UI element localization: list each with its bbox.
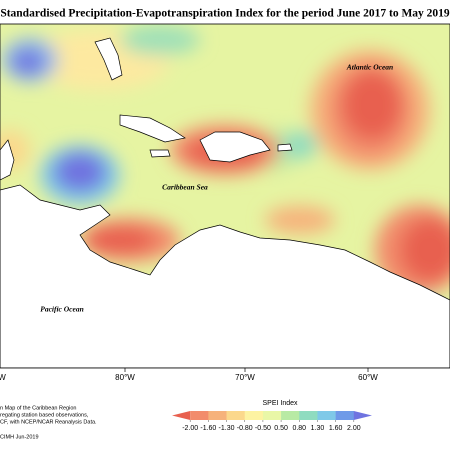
place-label: Caribbean Sea: [162, 183, 208, 192]
legend-tick-label: 1.60: [329, 425, 343, 432]
legend-tick-label: 0.80: [292, 425, 306, 432]
legend-swatch: [190, 411, 209, 420]
legend-tick-label: -0.50: [255, 425, 271, 432]
land: [0, 37, 450, 368]
legend-swatch: [353, 411, 372, 420]
legend-swatch: [335, 411, 355, 420]
legend-swatch: [226, 411, 246, 420]
legend-swatch: [281, 411, 300, 420]
legend-swatch: [299, 411, 318, 420]
note: CF, with NCEP/NCAR Reanalysis Data.: [0, 419, 97, 425]
legend-tick-label: -0.80: [237, 425, 253, 432]
legend-swatch: [317, 411, 336, 420]
note: n Map of the Caribbean Region: [0, 405, 76, 411]
legend-tick-label: -2.00: [182, 425, 198, 432]
lon-label: 60°W: [358, 373, 378, 382]
legend-tick-label: 0.50: [274, 425, 288, 432]
legend-tick-label: -1.60: [200, 425, 216, 432]
legend-tick-label: 2.00: [347, 425, 361, 432]
legend-tick-label: 1.30: [311, 425, 325, 432]
lon-label: 80°W: [115, 373, 135, 382]
legend-tick-label: -1.30: [219, 425, 235, 432]
lon-label: 90°W: [0, 373, 6, 382]
map-frame: [0, 23, 450, 369]
legend-title: SPEI Index: [262, 400, 298, 407]
note: regating station based observations,: [0, 412, 89, 418]
legend-swatch: [262, 411, 282, 420]
lon-label: 70°W: [235, 373, 255, 382]
place-label: Pacific Ocean: [40, 305, 84, 314]
place-label: Atlantic Ocean: [346, 63, 393, 72]
title: Standardised Precipitation-Evapotranspir…: [0, 8, 450, 20]
note: CIMH Jun-2019: [0, 434, 39, 440]
legend-swatch: [172, 411, 191, 420]
map: [0, 24, 450, 368]
legend-swatch: [244, 411, 264, 420]
legend-swatch: [208, 411, 227, 420]
